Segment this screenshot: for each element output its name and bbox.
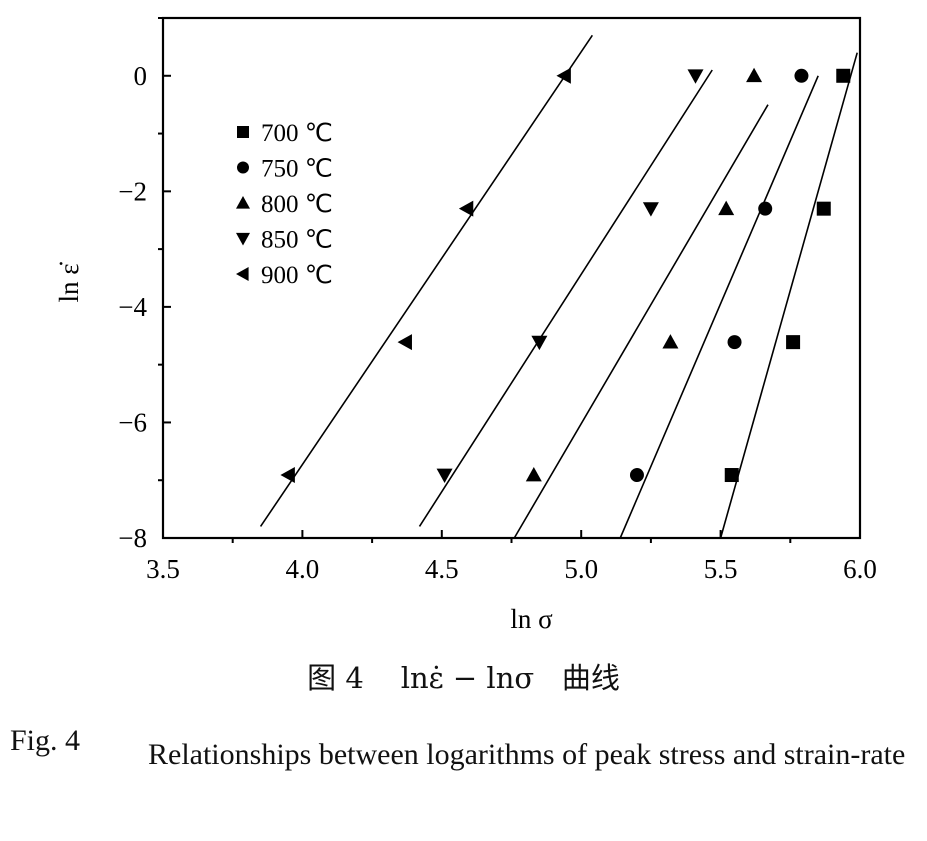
legend-label: 750 ℃ xyxy=(261,156,333,183)
data-point xyxy=(280,467,295,484)
data-point xyxy=(458,200,474,217)
chart-axes: 3.5 4.0 4.5 5.0 5.5 6.0 0 −2 −4 −6 −8 ln σ ln ε̇ xyxy=(54,16,877,634)
data-point xyxy=(531,335,548,351)
data-point xyxy=(786,335,801,350)
fit-line xyxy=(719,52,858,539)
chart: 3.5 4.0 4.5 5.0 5.5 6.0 0 −2 −4 −6 −8 ln σ ln ε̇ 700… xyxy=(54,16,877,634)
y-axis-label: ln ε̇ xyxy=(54,261,84,302)
data-point xyxy=(794,68,809,83)
data-point xyxy=(724,468,739,483)
legend-label: 900 ℃ xyxy=(261,262,333,289)
legend-label: 850 ℃ xyxy=(261,227,333,254)
x-tick-label: 3.5 xyxy=(146,554,180,584)
fit-line xyxy=(619,75,819,539)
data-point xyxy=(687,69,704,84)
fit-line xyxy=(259,34,594,527)
legend-marker xyxy=(237,161,249,174)
data-point xyxy=(556,67,571,84)
x-tick-label: 5.5 xyxy=(704,554,738,584)
data-point xyxy=(758,201,773,216)
legend-marker xyxy=(236,267,249,281)
legend-label: 700 ℃ xyxy=(261,120,333,147)
x-tick-label: 4.5 xyxy=(425,554,459,584)
data-point xyxy=(816,201,831,216)
data-point xyxy=(397,334,412,351)
legend: 700 ℃ 750 ℃ 800 ℃ 850 ℃ 900 ℃ xyxy=(236,120,333,289)
y-tick-label: −8 xyxy=(118,523,147,553)
data-point xyxy=(629,468,644,483)
y-tick-label: −2 xyxy=(118,176,147,206)
caption-en-label: Fig. 4 xyxy=(10,724,81,757)
caption-cn-formula: lnε̇ − lnσ xyxy=(400,661,535,695)
data-point xyxy=(642,202,659,217)
y-tick-label: −4 xyxy=(118,292,147,322)
fit-lines xyxy=(259,34,858,539)
y-tick-label: 0 xyxy=(134,61,148,91)
y-tick-label: −6 xyxy=(118,407,147,437)
legend-label: 800 ℃ xyxy=(261,191,333,218)
data-point xyxy=(718,200,735,216)
legend-marker xyxy=(236,232,250,246)
x-axis-label: ln σ xyxy=(510,604,553,634)
data-point xyxy=(727,335,742,350)
caption-cn-suffix: 曲线 xyxy=(561,661,620,695)
x-tick-label: 4.0 xyxy=(286,554,320,584)
data-point xyxy=(746,67,763,83)
caption-cn: 图 4 lnε̇ − lnσ 曲线 xyxy=(0,655,927,697)
legend-marker xyxy=(237,126,249,138)
data-point xyxy=(436,468,453,484)
data-point xyxy=(525,467,542,482)
x-tick-label: 6.0 xyxy=(843,554,877,584)
caption-en-text: Relationships between logarithms of peak… xyxy=(148,738,906,771)
data-points xyxy=(280,67,851,484)
caption-cn-prefix: 图 4 xyxy=(307,661,364,695)
data-point xyxy=(836,68,851,83)
fit-line xyxy=(513,104,769,539)
legend-marker xyxy=(236,196,250,209)
x-tick-label: 5.0 xyxy=(564,554,598,584)
fit-line xyxy=(418,69,713,527)
data-point xyxy=(662,334,679,349)
